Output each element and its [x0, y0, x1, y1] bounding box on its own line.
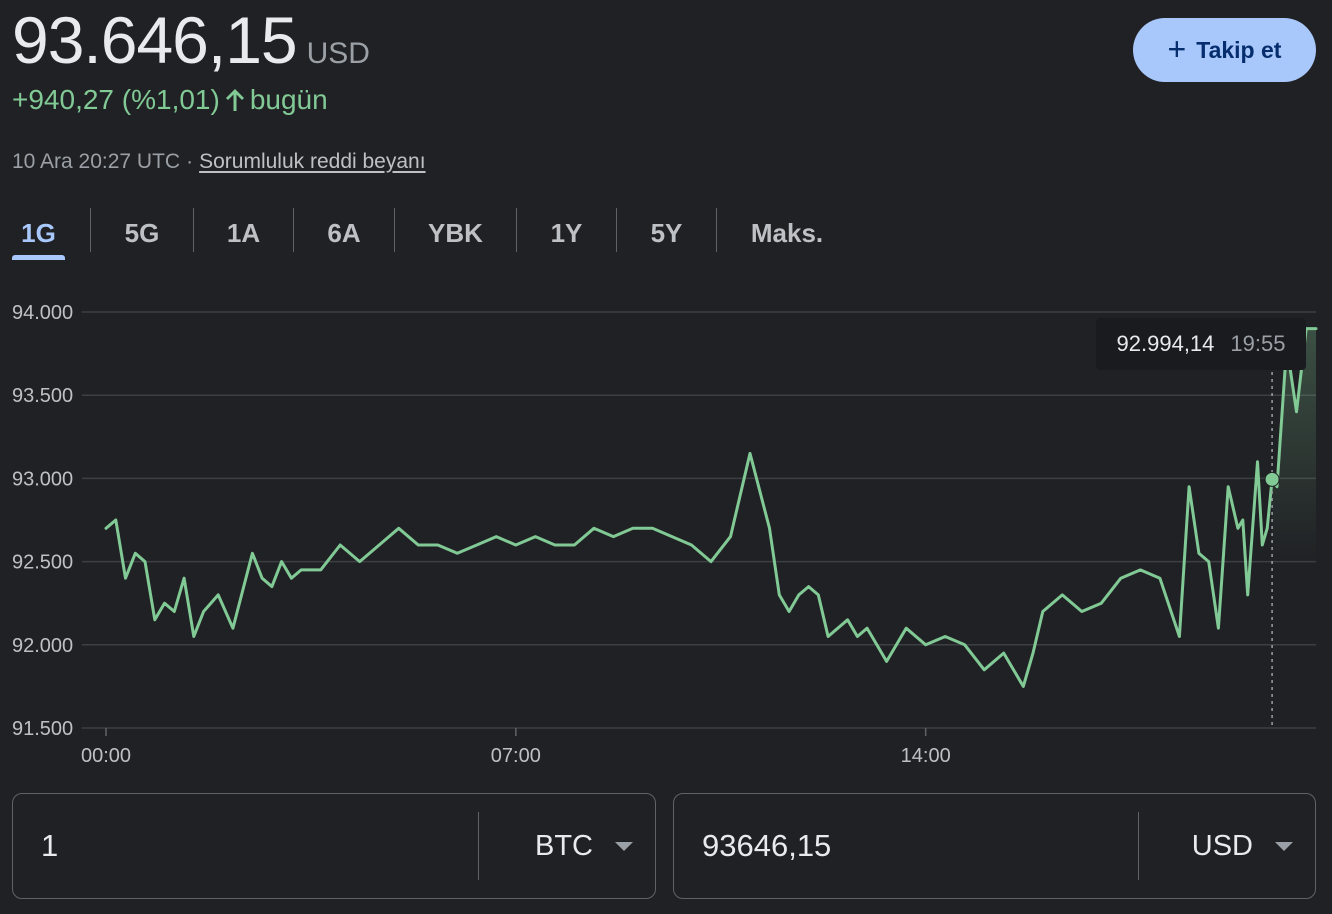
tab-1a[interactable]: 1A [194, 206, 293, 260]
quote-meta: 10 Ara 20:27 UTC · Sorumluluk reddi beyanı [12, 148, 426, 176]
x-tick-label: 07:00 [491, 745, 541, 767]
converter-from: 1 BTC [12, 793, 656, 899]
x-tick-label: 00:00 [81, 745, 131, 767]
tab-divider [616, 208, 617, 252]
tab-divider [293, 208, 294, 252]
hover-point [1264, 471, 1280, 487]
range-tabs: 1G 5G 1A 6A YBK 1Y 5Y Maks. [12, 206, 857, 262]
from-currency-value: BTC [535, 829, 593, 862]
current-price: 93.646,15 [12, 3, 298, 77]
tab-divider [90, 208, 91, 252]
tab-1y[interactable]: 1Y [517, 206, 616, 260]
tab-label: 5Y [650, 217, 683, 248]
quote-timestamp: 10 Ara 20:27 UTC [12, 150, 181, 173]
chart-tooltip: 92.994,14 19:55 [1096, 318, 1306, 370]
tab-5g[interactable]: 5G [91, 206, 193, 260]
arrow-up-icon [224, 87, 246, 113]
y-tick-label: 92.000 [12, 635, 73, 657]
to-currency-value: USD [1191, 829, 1253, 862]
tab-divider [193, 208, 194, 252]
converter-divider [478, 812, 479, 880]
converter-to: 93646,15 USD [673, 793, 1316, 899]
tab-label: 1G [21, 217, 56, 248]
price-currency: USD [306, 37, 370, 70]
caret-down-icon [615, 841, 633, 851]
change-value: +940,27 (%1,01) [12, 84, 220, 115]
y-tick-label: 93.000 [12, 468, 73, 490]
tab-divider [394, 208, 395, 252]
from-currency-select[interactable]: BTC [479, 794, 655, 898]
tab-label: 1A [226, 217, 261, 248]
tab-label: Maks. [750, 217, 824, 248]
y-tick-label: 94.000 [12, 302, 73, 324]
tab-5y[interactable]: 5Y [617, 206, 716, 260]
tab-1g[interactable]: 1G [12, 206, 65, 260]
from-amount-input[interactable]: 1 [41, 828, 59, 863]
series-area [1272, 328, 1316, 562]
tooltip-value: 92.994,14 [1116, 331, 1215, 356]
tab-label: 5G [124, 217, 160, 248]
y-tick-label: 92.500 [12, 552, 73, 574]
tab-ybk[interactable]: YBK [395, 206, 516, 260]
plus-icon: + [1167, 30, 1187, 67]
change-period: bugün [249, 84, 328, 115]
tab-divider [516, 208, 517, 252]
caret-down-icon [1275, 841, 1293, 851]
y-tick-label: 93.500 [12, 385, 73, 407]
to-currency-select[interactable]: USD [1139, 794, 1315, 898]
tab-label: 1Y [550, 217, 583, 248]
to-amount-input[interactable]: 93646,15 [702, 828, 832, 863]
tab-label: 6A [327, 217, 361, 248]
price-header: 93.646,15 USD [12, 2, 370, 78]
follow-button-label: Takip et [1196, 36, 1282, 63]
follow-button[interactable]: + Takip et [1133, 18, 1316, 82]
y-tick-label: 91.500 [12, 718, 73, 740]
tab-label: YBK [428, 217, 483, 248]
converter-divider [1138, 812, 1139, 880]
tab-max[interactable]: Maks. [717, 206, 857, 260]
price-change: +940,27 (%1,01) bugün [12, 82, 328, 118]
x-tick-label: 14:00 [901, 745, 951, 767]
tab-6a[interactable]: 6A [294, 206, 394, 260]
tooltip-time: 19:55 [1230, 331, 1286, 356]
tab-divider [716, 208, 717, 252]
disclaimer-link[interactable]: Sorumluluk reddi beyanı [199, 150, 426, 173]
meta-separator: · [186, 150, 194, 173]
series-line [104, 327, 1318, 688]
price-chart[interactable]: 94.000 93.500 93.000 92.500 92.000 91.500 00:0… [0, 290, 1332, 780]
